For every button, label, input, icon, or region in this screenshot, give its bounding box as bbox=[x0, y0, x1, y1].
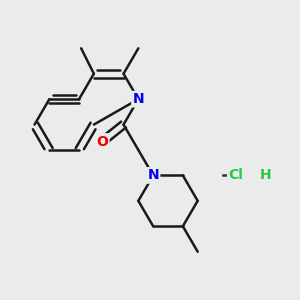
Text: H: H bbox=[260, 168, 271, 182]
Text: Cl: Cl bbox=[228, 168, 243, 182]
Text: O: O bbox=[96, 134, 108, 148]
Text: N: N bbox=[133, 92, 144, 106]
Text: N: N bbox=[147, 168, 159, 182]
